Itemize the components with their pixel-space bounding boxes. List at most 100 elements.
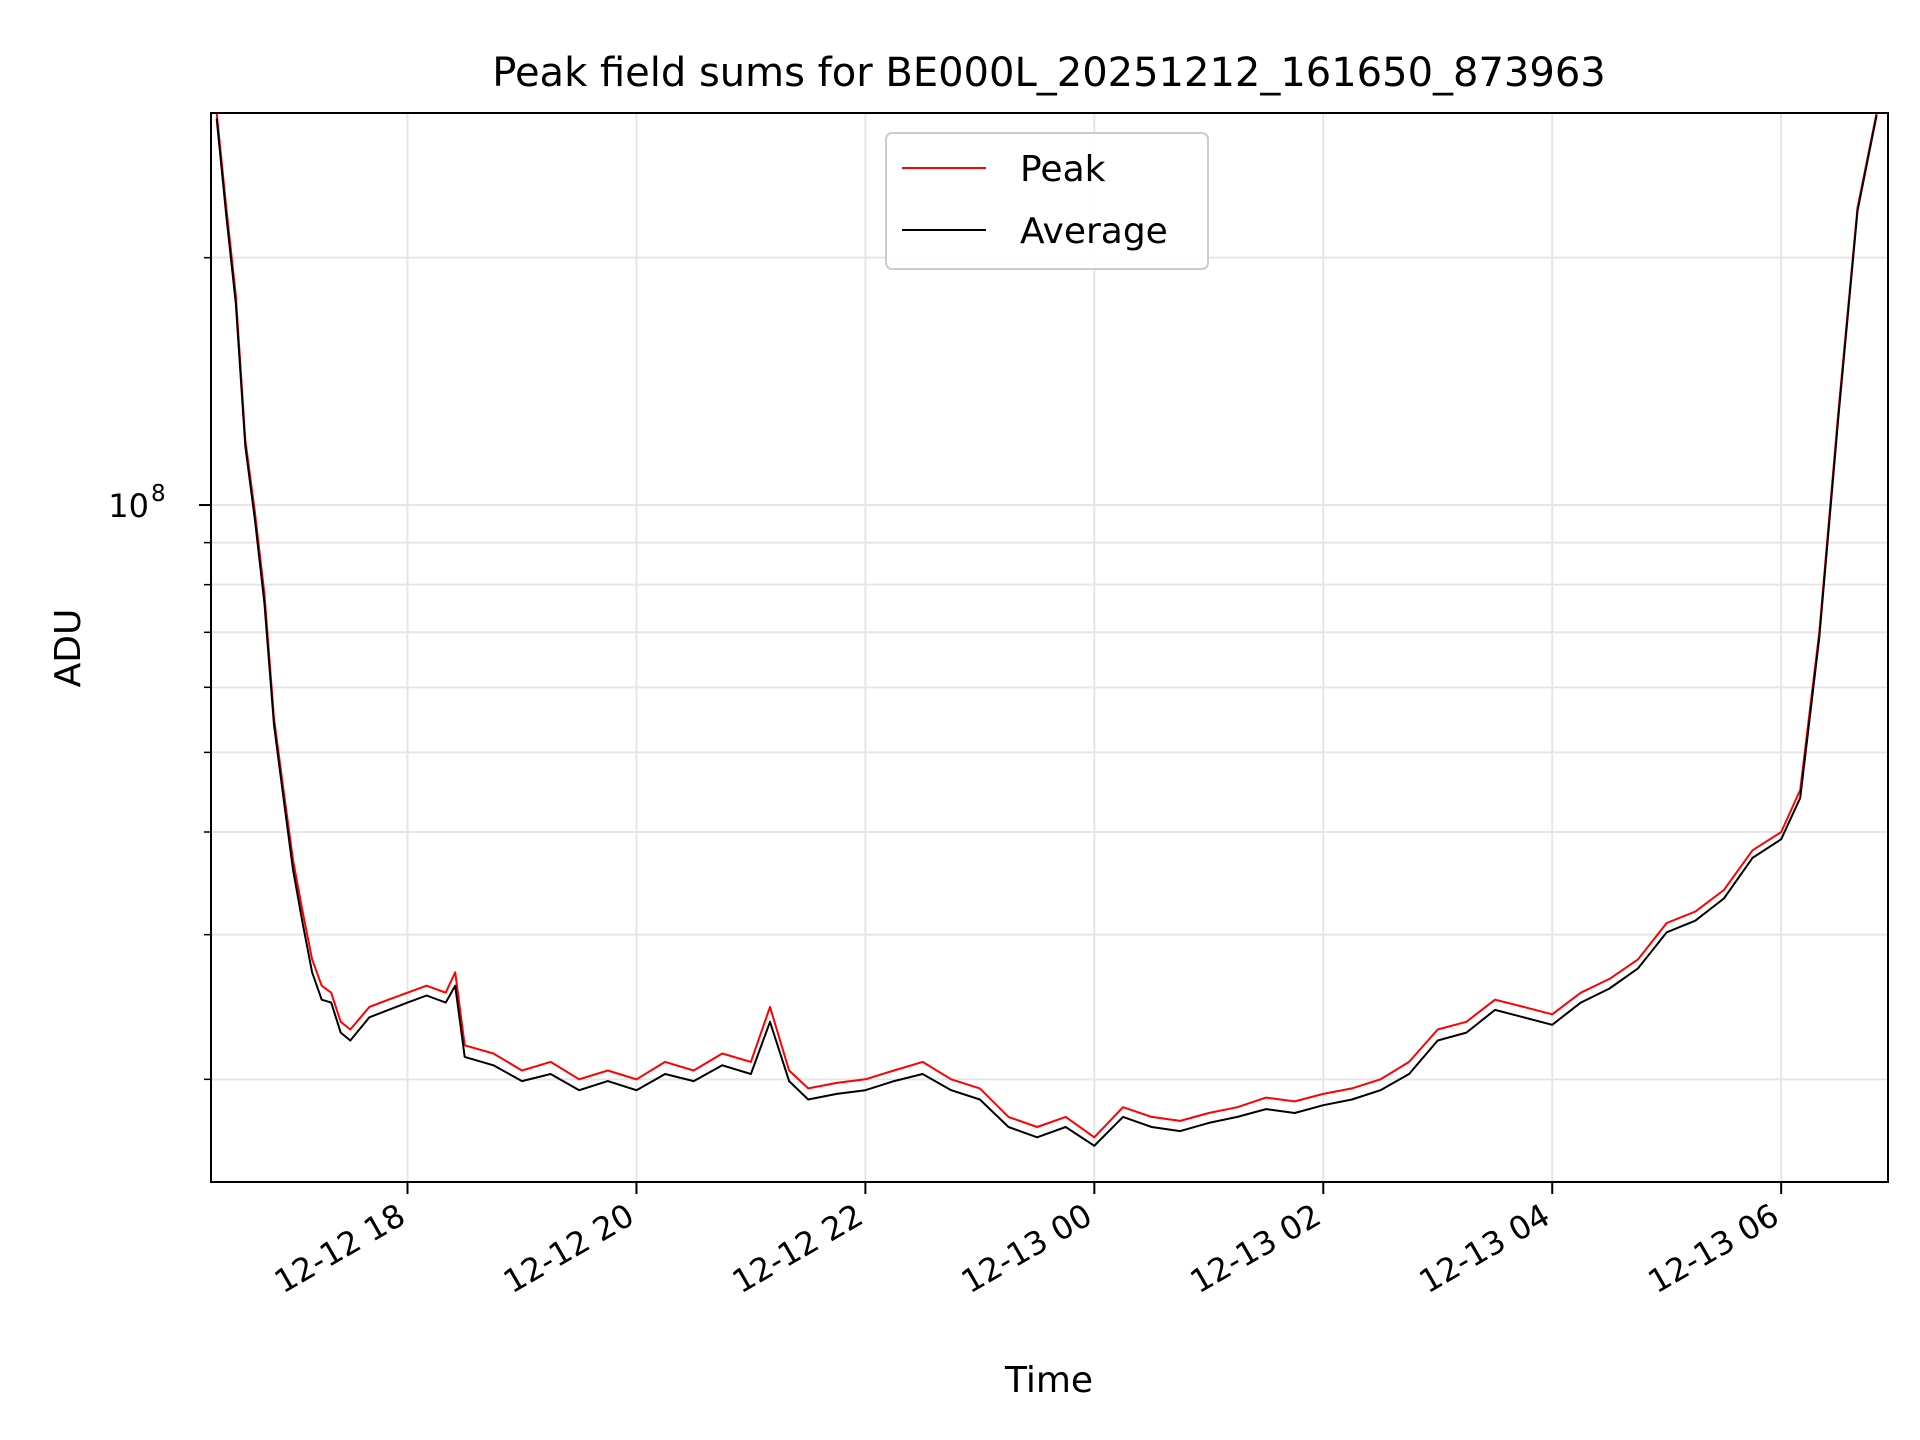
data-point xyxy=(254,518,256,521)
data-point xyxy=(1007,1116,1010,1118)
data-point xyxy=(1723,897,1725,900)
data-point xyxy=(1150,1116,1153,1118)
data-point xyxy=(1751,849,1754,852)
data-point xyxy=(549,1073,552,1075)
y-axis: 10 8 xyxy=(108,256,211,1081)
x-tick-label: 12-13 00 xyxy=(955,1196,1099,1301)
y-tick-label-base: 10 xyxy=(108,487,149,525)
data-point xyxy=(1580,991,1582,994)
data-point xyxy=(1751,857,1754,859)
data-point xyxy=(950,1089,953,1092)
data-point xyxy=(1265,1108,1267,1110)
data-point xyxy=(578,1078,581,1081)
data-point xyxy=(1351,1087,1353,1090)
data-point xyxy=(444,1001,447,1004)
data-point xyxy=(330,991,332,994)
data-point xyxy=(1799,797,1802,799)
data-point xyxy=(1436,1039,1439,1042)
data-point xyxy=(835,1082,838,1084)
y-axis-label: ADU xyxy=(48,609,89,688)
data-point xyxy=(235,302,237,305)
series-average xyxy=(215,114,1878,1147)
data-point xyxy=(1265,1096,1267,1099)
data-point xyxy=(387,1009,390,1011)
data-point xyxy=(349,1039,352,1042)
data-point xyxy=(1322,1104,1325,1107)
legend: Peak Average xyxy=(885,132,1209,270)
data-point xyxy=(1236,1106,1239,1108)
data-point xyxy=(1465,1020,1468,1023)
data-point xyxy=(301,922,304,924)
data-point xyxy=(1093,1145,1096,1147)
data-point xyxy=(301,910,304,913)
data-point xyxy=(1293,1100,1296,1103)
data-point xyxy=(1379,1089,1382,1092)
data-point xyxy=(1150,1126,1153,1128)
data-point xyxy=(692,1080,695,1082)
data-point xyxy=(225,214,228,217)
data-point xyxy=(1408,1073,1410,1075)
data-point xyxy=(1408,1061,1410,1063)
data-point xyxy=(635,1078,638,1081)
data-point xyxy=(244,445,247,447)
data-point xyxy=(454,984,457,987)
data-point xyxy=(1856,210,1859,212)
data-point xyxy=(893,1080,895,1082)
data-point xyxy=(463,1056,466,1058)
data-point xyxy=(807,1087,809,1090)
data-point xyxy=(1208,1122,1210,1124)
x-tick-label: 12-12 22 xyxy=(726,1196,870,1301)
series-line-average xyxy=(215,115,1878,1147)
data-point xyxy=(320,984,323,987)
data-point xyxy=(1694,919,1697,922)
data-point xyxy=(1608,978,1611,980)
data-point xyxy=(769,1020,771,1023)
data-point xyxy=(1780,831,1782,833)
x-tick-label: 12-12 20 xyxy=(497,1196,641,1301)
data-point xyxy=(425,994,428,997)
data-point xyxy=(492,1052,495,1055)
data-point xyxy=(1608,987,1611,990)
data-point xyxy=(292,868,294,871)
data-point xyxy=(1665,931,1668,934)
series-line-peak xyxy=(215,113,1878,1139)
data-point xyxy=(921,1061,924,1063)
data-point xyxy=(979,1098,981,1101)
data-point xyxy=(1122,1106,1124,1108)
chart-title: Peak field sums for BE000L_20251212_1616… xyxy=(492,50,1605,96)
data-point xyxy=(444,991,447,994)
data-point xyxy=(549,1061,552,1063)
data-point xyxy=(979,1087,981,1090)
x-tick-label: 12-13 04 xyxy=(1413,1196,1557,1301)
data-point xyxy=(893,1069,895,1072)
data-point xyxy=(282,797,285,799)
data-point xyxy=(1322,1093,1325,1095)
data-point xyxy=(406,991,409,994)
data-point xyxy=(1494,1009,1496,1011)
x-tick-label: 12-13 02 xyxy=(1184,1196,1328,1301)
x-tick-label: 12-12 18 xyxy=(268,1196,412,1301)
data-point xyxy=(750,1061,752,1063)
data-point xyxy=(769,1006,771,1008)
data-point xyxy=(921,1073,924,1075)
x-tick-label: 12-13 06 xyxy=(1642,1196,1786,1301)
data-point xyxy=(721,1064,724,1067)
data-point xyxy=(1580,1001,1582,1004)
data-point xyxy=(607,1069,609,1072)
data-point xyxy=(1494,998,1496,1001)
data-point xyxy=(263,602,266,604)
data-point xyxy=(311,958,313,961)
data-point xyxy=(1093,1136,1096,1139)
data-point xyxy=(788,1080,790,1082)
data-point xyxy=(950,1078,953,1081)
data-point xyxy=(1837,416,1840,418)
data-point xyxy=(692,1069,695,1072)
data-point xyxy=(521,1080,523,1082)
data-point xyxy=(807,1098,809,1101)
data-point xyxy=(1379,1078,1382,1081)
data-point xyxy=(1007,1126,1010,1128)
data-point xyxy=(368,1006,371,1008)
data-point xyxy=(1236,1116,1239,1118)
data-point xyxy=(406,1001,409,1004)
data-point xyxy=(1179,1130,1181,1132)
